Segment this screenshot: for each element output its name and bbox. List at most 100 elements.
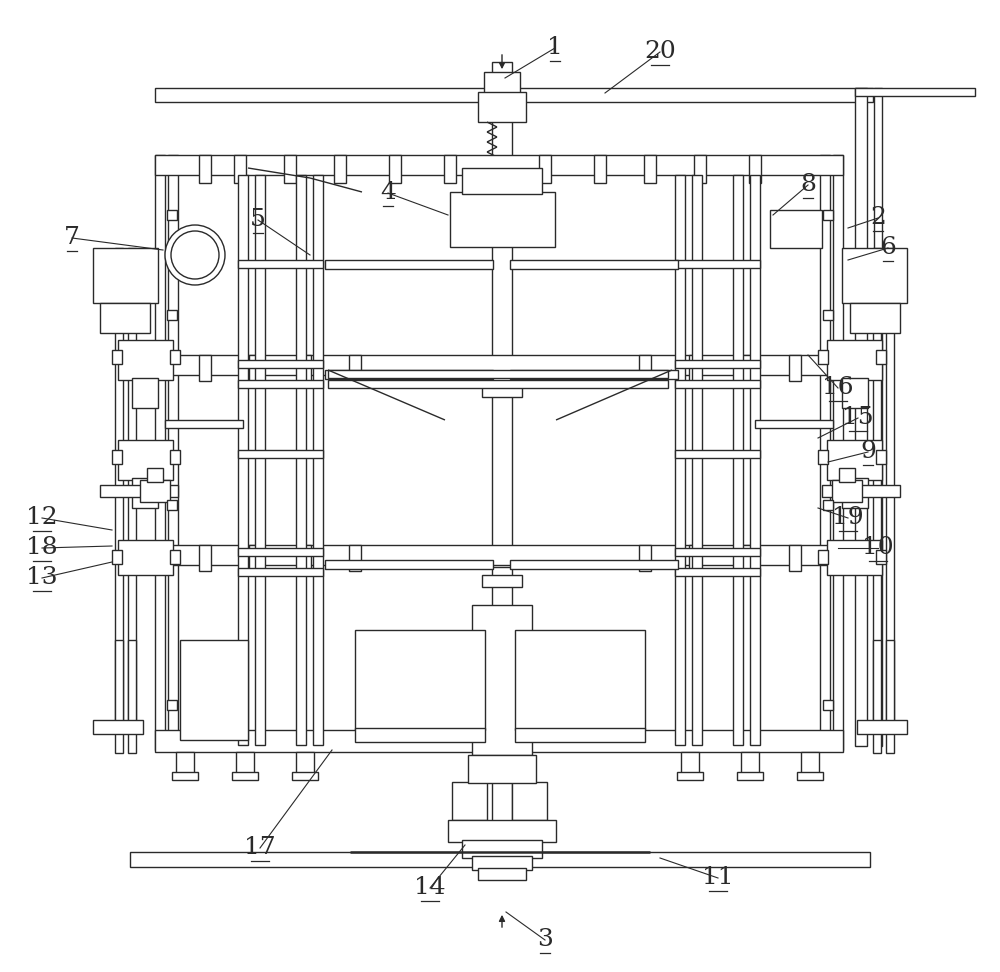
Bar xyxy=(313,175,323,745)
Bar xyxy=(689,545,701,571)
Bar xyxy=(801,752,819,774)
Text: 20: 20 xyxy=(644,41,676,63)
Bar xyxy=(482,365,522,377)
Bar xyxy=(873,248,881,753)
Bar xyxy=(100,485,178,497)
Bar xyxy=(292,772,318,780)
Bar xyxy=(478,868,526,880)
Bar xyxy=(284,155,296,183)
Bar xyxy=(167,700,177,710)
Bar xyxy=(855,88,975,96)
Bar xyxy=(823,500,833,510)
Bar xyxy=(737,772,763,780)
Bar xyxy=(355,630,485,730)
Bar xyxy=(694,155,706,183)
Text: 18: 18 xyxy=(26,537,58,560)
Bar xyxy=(770,210,822,248)
Bar xyxy=(823,700,833,710)
Bar xyxy=(118,340,173,380)
Bar xyxy=(873,640,881,730)
Bar xyxy=(675,568,760,576)
Bar xyxy=(155,155,843,175)
Bar xyxy=(128,248,136,753)
Bar xyxy=(232,772,258,780)
Bar xyxy=(741,752,759,774)
Bar xyxy=(823,310,833,320)
Text: 12: 12 xyxy=(26,506,58,530)
Bar xyxy=(325,370,493,379)
Bar xyxy=(749,155,761,183)
Bar xyxy=(482,385,522,397)
Bar xyxy=(238,360,323,368)
Bar xyxy=(299,355,311,381)
Bar xyxy=(818,550,828,564)
Bar xyxy=(689,355,701,381)
Bar xyxy=(842,478,868,508)
Bar xyxy=(93,720,143,734)
Bar xyxy=(827,540,882,575)
Bar xyxy=(355,728,485,742)
Bar xyxy=(876,550,886,564)
Bar xyxy=(739,545,751,571)
Bar xyxy=(389,155,401,183)
Bar xyxy=(886,248,894,753)
Bar xyxy=(452,782,487,820)
Bar xyxy=(487,772,513,780)
Bar xyxy=(789,355,801,381)
Bar xyxy=(692,175,702,745)
Bar xyxy=(334,155,346,183)
Bar xyxy=(172,772,198,780)
Bar xyxy=(118,540,173,575)
Bar xyxy=(328,370,668,378)
Bar xyxy=(132,478,158,508)
Bar xyxy=(733,175,743,745)
Bar xyxy=(234,155,246,183)
Bar xyxy=(155,545,843,565)
Bar xyxy=(822,485,900,497)
Bar xyxy=(128,640,136,730)
Bar xyxy=(472,605,532,755)
Bar xyxy=(155,88,873,102)
Bar xyxy=(833,155,843,750)
Bar xyxy=(140,480,170,502)
Bar xyxy=(462,840,542,858)
Bar xyxy=(839,468,855,482)
Bar xyxy=(482,575,522,587)
Bar xyxy=(349,355,361,381)
Text: 4: 4 xyxy=(380,182,396,204)
Bar xyxy=(115,640,123,730)
Bar xyxy=(299,545,311,571)
Circle shape xyxy=(165,225,225,285)
Bar xyxy=(328,380,668,388)
Bar xyxy=(482,770,522,782)
Bar xyxy=(349,545,361,571)
Bar xyxy=(112,450,122,464)
Bar xyxy=(238,568,323,576)
Bar xyxy=(199,155,211,183)
Bar xyxy=(112,350,122,364)
Bar xyxy=(832,480,862,502)
Bar xyxy=(820,155,830,750)
Bar xyxy=(512,782,547,820)
Bar xyxy=(874,88,882,746)
Bar xyxy=(255,175,265,745)
Bar xyxy=(472,856,532,870)
Bar xyxy=(155,730,843,752)
Bar xyxy=(170,450,180,464)
Bar xyxy=(675,380,760,388)
Bar xyxy=(238,548,323,556)
Text: 1: 1 xyxy=(547,37,563,59)
Bar xyxy=(755,420,833,428)
Bar xyxy=(639,355,651,381)
Bar xyxy=(510,370,678,379)
Bar xyxy=(112,550,122,564)
Bar xyxy=(492,62,512,872)
Bar xyxy=(827,340,882,380)
Bar xyxy=(855,88,867,746)
Text: 17: 17 xyxy=(244,837,276,859)
Bar xyxy=(118,440,173,480)
Bar xyxy=(876,350,886,364)
Bar xyxy=(147,468,163,482)
Bar xyxy=(510,260,678,269)
Text: 14: 14 xyxy=(414,877,446,899)
